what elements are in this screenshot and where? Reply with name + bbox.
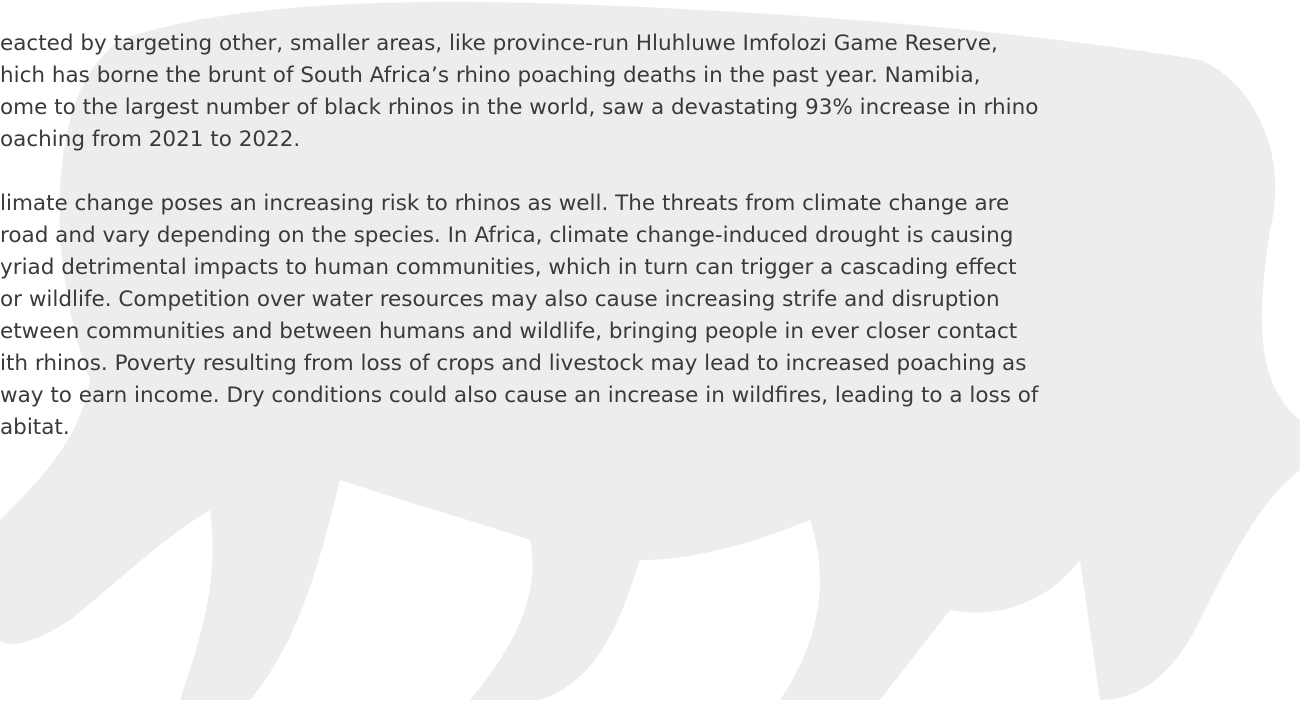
text-line: ith rhinos. Poverty resulting from loss …	[0, 351, 1027, 376]
text-line: abitat.	[0, 415, 70, 440]
text-line: yriad detrimental impacts to human commu…	[0, 255, 1017, 280]
paragraph: eacted by targeting other, smaller areas…	[0, 28, 1310, 156]
text-line: etween communities and between humans an…	[0, 319, 1018, 344]
text-line: eacted by targeting other, smaller areas…	[0, 31, 998, 56]
article-body: eacted by targeting other, smaller areas…	[0, 28, 1310, 476]
text-line: ome to the largest number of black rhino…	[0, 95, 1039, 120]
paragraph: limate change poses an increasing risk t…	[0, 188, 1310, 444]
text-line: road and vary depending on the species. …	[0, 223, 1014, 248]
text-line: limate change poses an increasing risk t…	[0, 191, 1010, 216]
text-line: or wildlife. Competition over water reso…	[0, 287, 1000, 312]
text-line: oaching from 2021 to 2022.	[0, 127, 301, 152]
text-line: way to earn income. Dry conditions could…	[0, 383, 1039, 408]
text-line: hich has borne the brunt of South Africa…	[0, 63, 981, 88]
